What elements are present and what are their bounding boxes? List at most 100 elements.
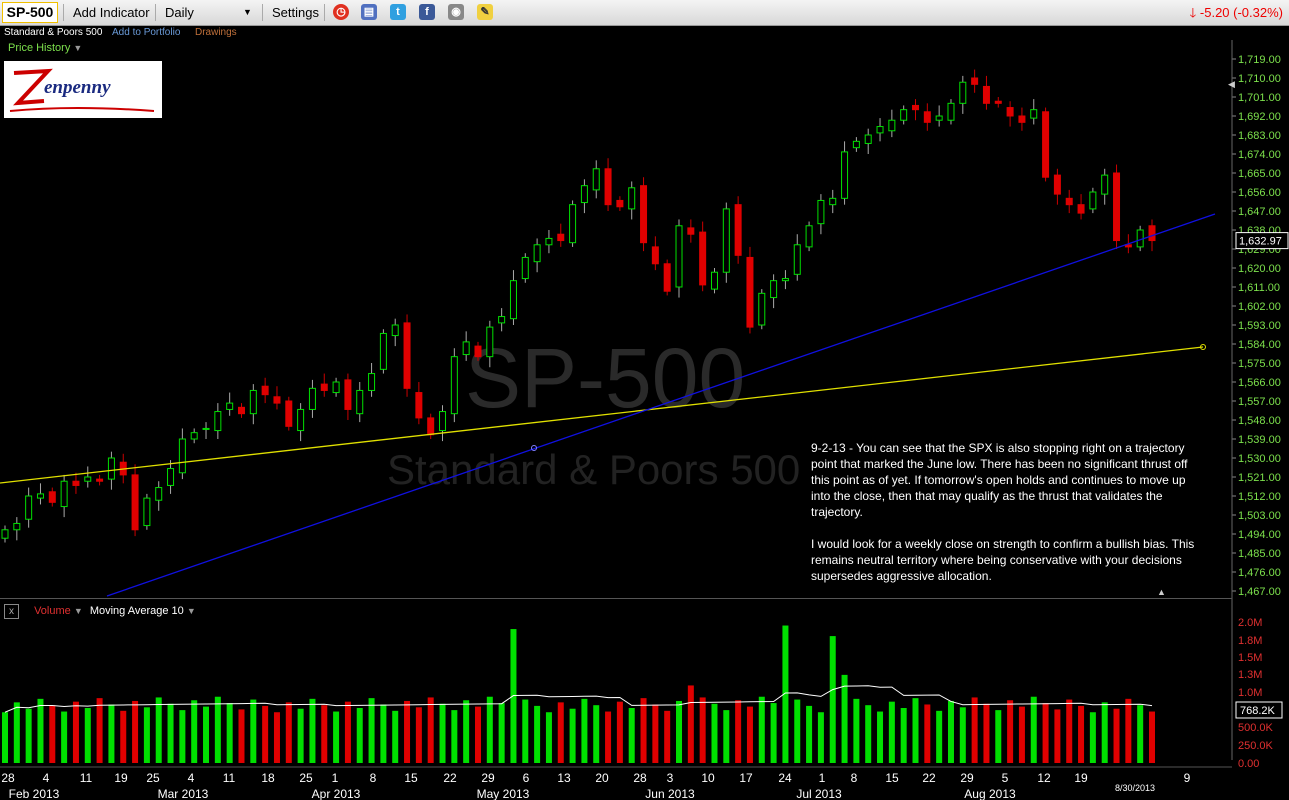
volume-bar[interactable]	[735, 700, 742, 763]
candle-body[interactable]	[1053, 174, 1061, 195]
candle-body[interactable]	[96, 478, 104, 482]
volume-bar[interactable]	[995, 710, 1002, 763]
candle-body[interactable]	[687, 227, 695, 235]
volume-bar[interactable]	[167, 703, 174, 763]
candle-body[interactable]	[1, 529, 9, 539]
volume-bar[interactable]	[392, 710, 399, 763]
candle-body[interactable]	[888, 119, 896, 132]
volume-bar[interactable]	[273, 712, 280, 763]
candle-body[interactable]	[486, 326, 494, 358]
candle-body[interactable]	[415, 392, 423, 419]
volume-bar[interactable]	[108, 704, 115, 763]
candle-body[interactable]	[722, 208, 730, 273]
volume-bar[interactable]	[498, 703, 505, 763]
volume-bar[interactable]	[1078, 705, 1085, 763]
volume-bar[interactable]	[344, 701, 351, 763]
candle-body[interactable]	[923, 111, 931, 123]
volume-bar[interactable]	[971, 697, 978, 763]
candle-body[interactable]	[1089, 191, 1097, 210]
candle-body[interactable]	[982, 85, 990, 104]
volume-bar[interactable]	[37, 698, 44, 763]
price-history-menu[interactable]: Price History ▼	[8, 42, 82, 54]
volume-bar[interactable]	[309, 698, 316, 763]
candle-body[interactable]	[994, 100, 1002, 104]
candle-body[interactable]	[935, 115, 943, 121]
candle-body[interactable]	[379, 332, 387, 370]
volume-bar[interactable]	[924, 704, 931, 763]
candle-body[interactable]	[13, 522, 21, 531]
candle-body[interactable]	[580, 185, 588, 204]
candle-body[interactable]	[167, 468, 175, 486]
candle-body[interactable]	[1124, 244, 1132, 248]
volume-bar[interactable]	[2, 712, 8, 763]
candle-body[interactable]	[190, 432, 198, 440]
volume-bar[interactable]	[61, 711, 68, 763]
candle-body[interactable]	[178, 438, 186, 474]
candle-body[interactable]	[214, 411, 222, 432]
candle-body[interactable]	[273, 396, 281, 404]
volume-bar[interactable]	[250, 699, 257, 763]
volume-bar[interactable]	[569, 708, 576, 763]
candle-body[interactable]	[237, 406, 245, 415]
add-indicator-button[interactable]: Add Indicator	[73, 5, 150, 20]
volume-bar[interactable]	[132, 700, 139, 763]
candle-body[interactable]	[427, 417, 435, 436]
candle-body[interactable]	[72, 480, 80, 486]
volume-bar[interactable]	[581, 698, 588, 763]
candle-body[interactable]	[1030, 109, 1038, 119]
volume-bar[interactable]	[1066, 699, 1073, 763]
volume-bar[interactable]	[817, 712, 824, 763]
volume-bar[interactable]	[439, 703, 446, 763]
volume-bar[interactable]	[143, 707, 150, 763]
volume-bar[interactable]	[936, 710, 943, 763]
candle-body[interactable]	[462, 341, 470, 356]
candle-body[interactable]	[249, 389, 257, 415]
volume-bar[interactable]	[711, 703, 718, 763]
add-to-portfolio-link[interactable]: Add to Portfolio	[112, 27, 181, 38]
volume-bar[interactable]	[947, 700, 954, 763]
candle-body[interactable]	[1065, 197, 1073, 206]
volume-bar[interactable]	[1125, 698, 1132, 763]
candle-body[interactable]	[675, 225, 683, 288]
volume-bar[interactable]	[865, 705, 872, 763]
volume-bar[interactable]	[1149, 711, 1155, 763]
volume-bar[interactable]	[96, 698, 103, 763]
volume-bar[interactable]	[676, 700, 683, 763]
volume-bar[interactable]	[49, 705, 56, 763]
volume-bar[interactable]	[155, 697, 162, 763]
volume-bar[interactable]	[900, 708, 907, 763]
candle-body[interactable]	[509, 280, 517, 320]
candle-body[interactable]	[864, 134, 872, 144]
candle-body[interactable]	[403, 322, 411, 389]
volume-bar[interactable]	[605, 711, 612, 763]
candle-body[interactable]	[663, 263, 671, 292]
volume-bar[interactable]	[782, 625, 789, 763]
candle-body[interactable]	[1018, 115, 1026, 123]
volume-bar[interactable]	[723, 710, 730, 763]
candle-body[interactable]	[450, 356, 458, 415]
collapse-icon[interactable]: ▲	[1157, 587, 1166, 597]
volume-bar[interactable]	[829, 636, 836, 763]
candle-body[interactable]	[107, 457, 115, 480]
candle-body[interactable]	[841, 151, 849, 199]
volume-bar[interactable]	[664, 710, 671, 763]
volume-bar[interactable]	[1030, 696, 1037, 763]
candle-body[interactable]	[817, 199, 825, 225]
volume-bar[interactable]	[333, 711, 340, 763]
volume-bar[interactable]	[120, 710, 127, 763]
candle-body[interactable]	[734, 204, 742, 256]
volume-bar[interactable]	[404, 700, 411, 763]
candle-body[interactable]	[131, 474, 139, 531]
candle-body[interactable]	[60, 480, 68, 508]
volume-bar[interactable]	[380, 704, 387, 763]
volume-bar[interactable]	[214, 696, 221, 763]
scroll-left-icon[interactable]: ◀	[1228, 79, 1235, 89]
candle-body[interactable]	[1006, 107, 1014, 117]
volume-bar[interactable]	[285, 702, 292, 763]
candle-body[interactable]	[332, 381, 340, 394]
volume-bar[interactable]	[545, 712, 552, 763]
candle-body[interactable]	[308, 387, 316, 410]
candle-body[interactable]	[569, 204, 577, 244]
candle-body[interactable]	[770, 280, 778, 299]
trend-line-blue[interactable]	[106, 213, 1216, 597]
